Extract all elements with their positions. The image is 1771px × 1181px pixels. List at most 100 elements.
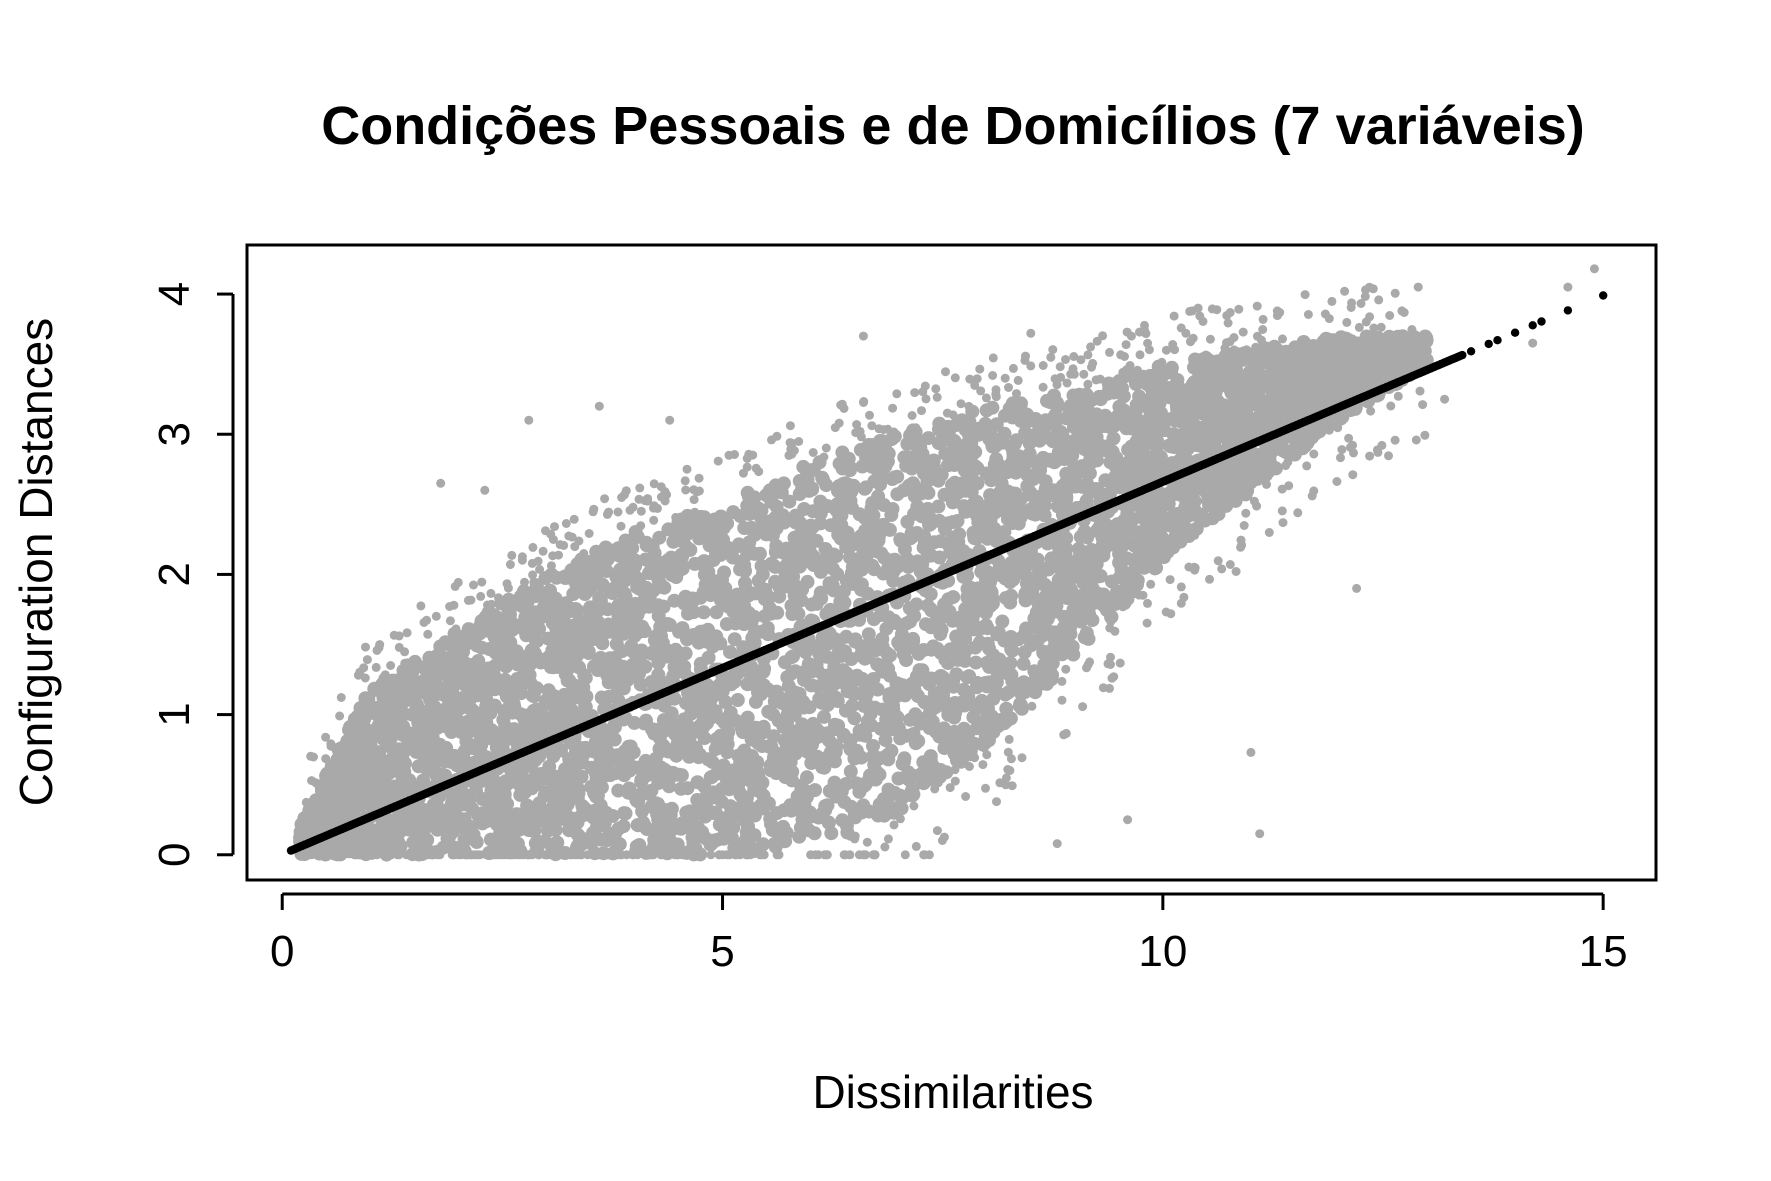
scatter-point-observed [1185, 400, 1200, 415]
scatter-point-observed [698, 558, 713, 573]
scatter-point-observed [1027, 664, 1042, 679]
scatter-point-observed [812, 646, 827, 661]
scatter-point-observed [968, 655, 983, 670]
scatter-point-observed [998, 687, 1013, 702]
scatter-point-observed [373, 755, 388, 770]
scatter-point-observed [684, 697, 699, 712]
scatter-point-observed [723, 676, 738, 691]
scatter-point-observed [619, 535, 634, 549]
scatter-point-observed [713, 728, 728, 743]
scatter-point-observed [1046, 417, 1061, 432]
scatter-point-observed [593, 754, 608, 768]
scatter-points-observed [293, 264, 1599, 862]
scatter-point-observed [637, 659, 652, 674]
scatter-point-observed [792, 487, 807, 502]
scatter-point-observed [529, 634, 544, 649]
scatter-point-observed [1268, 374, 1283, 389]
scatter-point-observed [893, 731, 908, 746]
scatter-point-observed [573, 583, 588, 598]
scatter-point-observed [359, 742, 374, 757]
scatter-point-observed [898, 688, 912, 703]
scatter-point-observed [796, 700, 811, 715]
scatter-point-observed [1110, 589, 1125, 604]
scatter-point-observed [470, 656, 485, 671]
scatter-point-observed [1161, 496, 1176, 511]
scatter-point-observed [747, 626, 762, 641]
scatter-point-observed [522, 708, 537, 723]
scatter-point-observed [578, 699, 593, 714]
scatter-point-observed [638, 765, 653, 780]
scatter-point-observed [799, 463, 814, 477]
scatter-point-observed [473, 742, 487, 757]
scatter-point-observed [945, 478, 959, 492]
scatter-point-observed [866, 538, 881, 553]
scatter-point-observed [920, 765, 935, 780]
scatter-point-observed [1131, 432, 1146, 447]
scatter-point-observed [995, 614, 1010, 629]
scatter-point-observed [590, 788, 605, 803]
scatter-point-observed [898, 553, 913, 568]
scatter-point-observed [1247, 351, 1262, 366]
scatter-point-observed [544, 770, 559, 785]
scatter-point-observed [750, 755, 765, 770]
scatter-point-observed [854, 805, 869, 820]
scatter-point-observed [548, 836, 563, 851]
scatter-point-observed [355, 768, 370, 783]
scatter-point-observed [674, 547, 689, 562]
scatter-point-observed [1135, 452, 1150, 467]
scatter-point-observed [675, 561, 690, 576]
scatter-point-observed [787, 736, 802, 751]
scatter-point-observed [353, 717, 368, 732]
scatter-point-observed [664, 706, 679, 721]
scatter-point-observed [747, 527, 762, 542]
scatter-point-observed [952, 728, 967, 743]
scatter-point-observed [764, 606, 779, 621]
scatter-point-observed [444, 693, 459, 708]
scatter-point-observed [714, 712, 729, 727]
scatter-point-observed [923, 753, 938, 768]
scatter-point-observed [651, 608, 666, 623]
scatter-point-observed [861, 627, 876, 642]
scatter-point-observed [921, 431, 936, 446]
scatter-point-observed [1160, 365, 1175, 380]
scatter-point-observed [788, 508, 803, 523]
scatter-point-observed [733, 509, 748, 523]
scatter-point-observed [996, 490, 1011, 505]
scatter-point-observed [489, 740, 504, 755]
scatter-point-observed [1123, 459, 1138, 474]
scatter-point-observed [705, 835, 720, 850]
scatter-point-observed [970, 531, 984, 546]
scatter-point-observed [730, 693, 745, 707]
scatter-point-observed [783, 565, 798, 580]
scatter-point-observed [422, 709, 437, 724]
scatter-point-observed [1165, 534, 1180, 549]
scatter-point-observed [564, 563, 579, 578]
scatter-point-observed [782, 494, 797, 509]
scatter-point-observed [1073, 547, 1088, 562]
scatter-point-observed [586, 569, 601, 584]
scatter-point-observed [652, 530, 667, 545]
scatter-point-observed [958, 693, 973, 708]
scatter-point-observed [1038, 474, 1053, 489]
scatter-point-observed [1079, 626, 1094, 640]
scatter-point-observed [852, 784, 867, 799]
scatter-point-observed [751, 573, 766, 588]
scatter-point-observed [531, 722, 545, 737]
scatter-point-observed [1017, 645, 1032, 660]
scatter-point-observed [1000, 512, 1015, 527]
scatter-point-observed [762, 483, 777, 498]
scatter-point-observed [828, 632, 843, 647]
scatter-point-observed [590, 806, 605, 821]
scatter-point-observed [697, 731, 712, 746]
scatter-point-observed [772, 589, 787, 604]
scatter-point-observed [879, 712, 894, 727]
scatter-point-observed [1187, 360, 1201, 375]
scatter-point-observed [1192, 379, 1207, 394]
scatter-point-observed [839, 573, 854, 588]
scatter-point-observed [571, 786, 586, 801]
scatter-point-observed [896, 754, 911, 769]
scatter-point-observed [400, 811, 415, 826]
scatter-point-observed [901, 772, 916, 787]
scatter-point-observed [956, 621, 971, 636]
scatter-point-observed [1011, 516, 1026, 531]
